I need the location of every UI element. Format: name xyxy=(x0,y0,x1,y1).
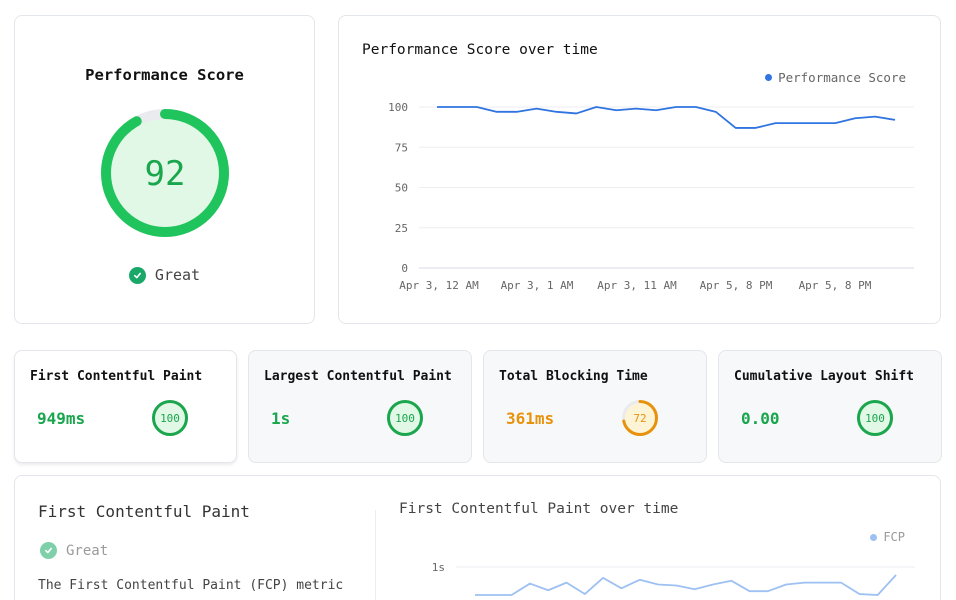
y-tick-label: 75 xyxy=(395,141,408,154)
metric-score-gauge: 100 xyxy=(857,400,893,436)
legend-label: Performance Score xyxy=(778,70,906,85)
divider xyxy=(375,510,376,600)
metric-score: 100 xyxy=(865,412,885,425)
performance-chart-title: Performance Score over time xyxy=(362,42,598,58)
detail-description: The First Contentful Paint (FCP) metric xyxy=(38,578,344,593)
performance-line-chart: 0 25 50 75 100 Apr 3, 12 AM Apr 3, 1 AM Apr 3, … xyxy=(388,101,914,292)
y-tick-label: 25 xyxy=(395,222,408,235)
gauge-arc xyxy=(622,400,658,436)
x-tick-label: Apr 3, 1 AM xyxy=(501,279,574,292)
gauge-fill xyxy=(108,116,222,230)
fcp-line-chart: 1s xyxy=(432,561,915,596)
gauge-arc xyxy=(152,400,188,436)
x-tick-label: Apr 3, 11 AM xyxy=(597,279,677,292)
y-tick-label: 50 xyxy=(395,182,408,195)
metric-card-lcp[interactable]: Largest Contentful Paint 1s 100 xyxy=(248,350,472,463)
chart-legend[interactable]: Performance Score xyxy=(765,70,906,85)
performance-series-line xyxy=(437,106,896,129)
performance-score-value: 92 xyxy=(145,154,186,194)
gauge-arc xyxy=(857,400,893,436)
performance-rating: Great xyxy=(15,266,314,284)
metric-score-gauge: 100 xyxy=(387,400,423,436)
metric-title: Total Blocking Time xyxy=(499,369,648,384)
detail-title: First Contentful Paint xyxy=(38,502,250,521)
performance-score-gauge: 92 xyxy=(101,109,229,237)
metric-detail-card: First Contentful Paint Great The First C… xyxy=(14,475,941,600)
gauge-fill xyxy=(859,402,891,434)
detail-rating: Great xyxy=(40,542,108,559)
legend-dot-icon xyxy=(870,533,878,541)
metric-value: 1s xyxy=(271,409,291,428)
gauge-fill xyxy=(154,402,186,434)
performance-score-card: Performance Score 92 Great xyxy=(14,15,315,324)
fcp-chart-title: First Contentful Paint over time xyxy=(399,501,679,517)
legend-label: FCP xyxy=(883,530,905,544)
gauge-fill xyxy=(389,402,421,434)
metric-value: 361ms xyxy=(506,409,555,428)
y-tick-label: 100 xyxy=(388,101,408,114)
detail-rating-label: Great xyxy=(66,542,109,559)
fcp-chart-legend[interactable]: FCP xyxy=(870,530,905,544)
metric-score-gauge: 72 xyxy=(622,400,658,436)
metric-value: 949ms xyxy=(37,409,86,428)
y-tick-label: 0 xyxy=(401,262,408,275)
gauge-arc xyxy=(101,109,229,237)
gauge-arc xyxy=(387,400,423,436)
metric-card-fcp[interactable]: First Contentful Paint 949ms 100 xyxy=(14,350,237,463)
metric-score-gauge: 100 xyxy=(152,400,188,436)
x-tick-label: Apr 5, 8 PM xyxy=(700,279,773,292)
check-circle-icon xyxy=(128,266,146,284)
performance-over-time-card: Performance Score over time Performance … xyxy=(338,15,941,324)
metric-value: 0.00 xyxy=(741,409,780,428)
metric-title: First Contentful Paint xyxy=(30,369,203,384)
metric-title: Cumulative Layout Shift xyxy=(734,369,915,384)
fcp-series-line xyxy=(475,574,897,596)
performance-score-title: Performance Score xyxy=(85,66,244,84)
metric-score: 100 xyxy=(395,412,415,425)
check-circle-icon xyxy=(40,542,57,559)
gauge-fill xyxy=(624,402,656,434)
performance-rating-label: Great xyxy=(154,266,201,284)
x-tick-label: Apr 5, 8 PM xyxy=(799,279,872,292)
metric-card-tbt[interactable]: Total Blocking Time 361ms 72 xyxy=(483,350,707,463)
metric-title: Largest Contentful Paint xyxy=(264,369,452,384)
y-tick-label: 1s xyxy=(432,561,445,574)
x-tick-label: Apr 3, 12 AM xyxy=(399,279,479,292)
legend-dot-icon xyxy=(765,74,773,81)
metric-score: 100 xyxy=(160,412,180,425)
metric-score: 72 xyxy=(633,412,646,425)
metric-card-cls[interactable]: Cumulative Layout Shift 0.00 100 xyxy=(718,350,942,463)
